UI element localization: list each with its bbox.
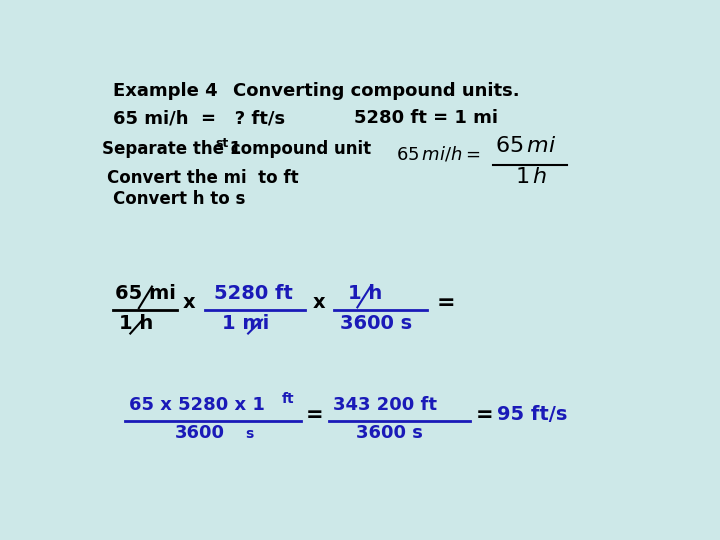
Text: 343 200 ft: 343 200 ft <box>333 396 436 414</box>
Text: 3600 s: 3600 s <box>356 424 423 442</box>
Text: 65 mi/h  =   ? ft/s: 65 mi/h = ? ft/s <box>113 110 285 127</box>
Text: 3600: 3600 <box>175 424 225 442</box>
Text: =: = <box>436 294 455 314</box>
Text: x: x <box>183 294 196 313</box>
Text: 1 mi: 1 mi <box>222 314 269 333</box>
Text: Convert the mi  to ft: Convert the mi to ft <box>107 168 299 187</box>
Text: 5280 ft = 1 mi: 5280 ft = 1 mi <box>354 110 498 127</box>
Text: 1 h: 1 h <box>348 284 382 303</box>
Text: 3600 s: 3600 s <box>341 314 413 333</box>
Text: 5280 ft: 5280 ft <box>214 284 293 303</box>
Text: Converting compound units.: Converting compound units. <box>233 82 520 100</box>
Text: 65 mi: 65 mi <box>114 284 176 303</box>
Text: $65\,mi$: $65\,mi$ <box>495 137 557 157</box>
Text: $65\,mi/h=$: $65\,mi/h=$ <box>396 144 480 163</box>
Text: compound unit: compound unit <box>225 140 371 158</box>
Text: 1 h: 1 h <box>120 314 153 333</box>
Text: ft: ft <box>282 392 294 406</box>
Text: 65 x 5280 x 1: 65 x 5280 x 1 <box>129 396 265 414</box>
Text: Convert h to s: Convert h to s <box>113 190 246 208</box>
Text: x: x <box>313 294 326 313</box>
Text: Separate the 1: Separate the 1 <box>102 140 241 158</box>
Text: Example 4: Example 4 <box>113 82 218 100</box>
Text: st: st <box>215 137 229 150</box>
Text: s: s <box>245 428 253 442</box>
Text: =: = <box>305 405 323 425</box>
Text: 95 ft/s: 95 ft/s <box>497 405 567 424</box>
Text: =: = <box>476 405 494 425</box>
Text: $1\,h$: $1\,h$ <box>515 167 547 187</box>
